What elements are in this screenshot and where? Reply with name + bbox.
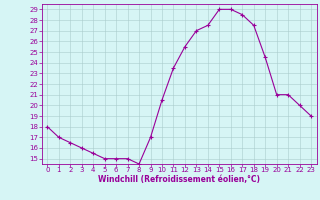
X-axis label: Windchill (Refroidissement éolien,°C): Windchill (Refroidissement éolien,°C) (98, 175, 260, 184)
